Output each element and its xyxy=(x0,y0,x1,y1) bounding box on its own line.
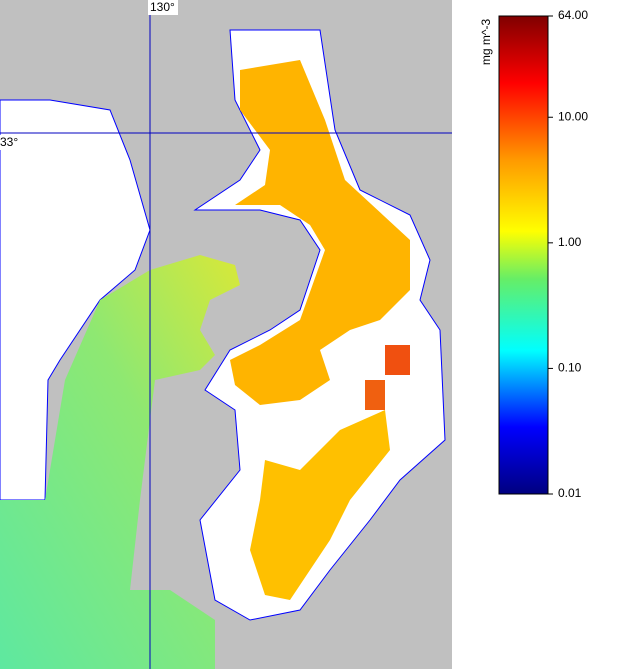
tick-label: 1.00 xyxy=(558,235,582,249)
graticule-label: 130° xyxy=(150,0,175,14)
colorbar-ramp xyxy=(498,15,549,495)
chlorophyll-high xyxy=(365,380,385,410)
chlorophyll-low xyxy=(0,255,240,669)
label-bg xyxy=(0,135,22,150)
graticule-label: 33° xyxy=(0,135,18,149)
tick-label: 10.00 xyxy=(558,109,588,123)
chlorophyll-mid xyxy=(230,60,410,405)
chlorophyll-high xyxy=(385,345,410,375)
colorbar-label: mg m^-3 xyxy=(479,19,493,66)
chlorophyll-mid xyxy=(250,410,390,600)
tick-label: 0.10 xyxy=(558,361,582,375)
map: 130° 33° xyxy=(0,0,452,669)
colorbar: mg m^-3 64.00 10.00 1.00 0.10 0.01 xyxy=(479,8,588,500)
tick-label: 0.01 xyxy=(558,486,582,500)
label-bg xyxy=(148,0,178,15)
tick-label: 64.00 xyxy=(558,8,588,22)
